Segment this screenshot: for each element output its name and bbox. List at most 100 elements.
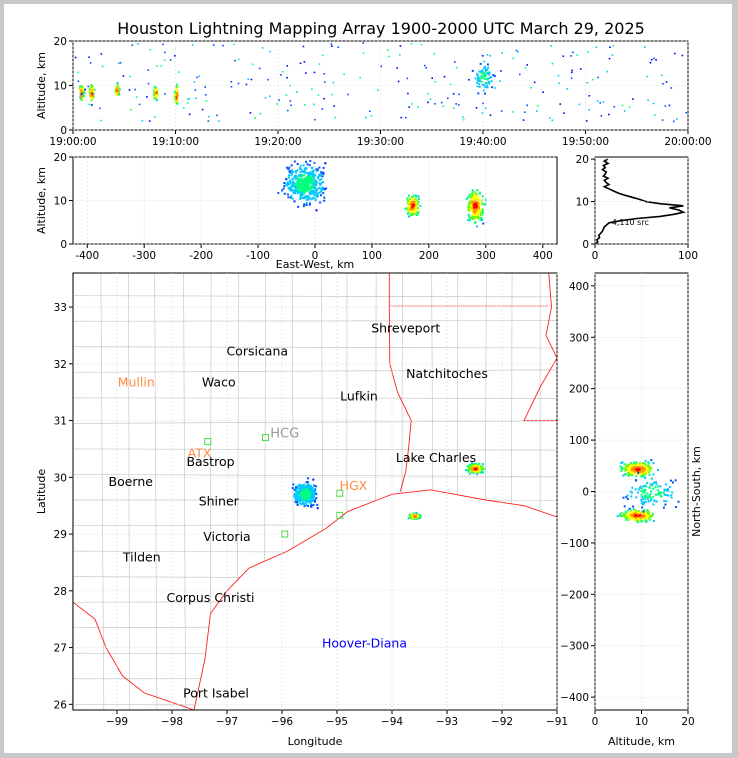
y-tick-label: 30: [54, 472, 67, 484]
lightning-source-point: [188, 113, 191, 116]
lightning-source-point: [479, 471, 482, 474]
lightning-source-point: [639, 462, 642, 465]
lightning-source-point: [427, 92, 429, 95]
lightning-source-point: [293, 492, 296, 495]
lightning-source-point: [479, 465, 482, 468]
lightning-source-point: [468, 201, 471, 204]
x-tick-label: 300: [476, 250, 496, 262]
lightning-source-point: [470, 469, 473, 472]
lightning-source-point: [303, 186, 306, 188]
lightning-source-point: [303, 498, 306, 501]
lightning-source-point: [628, 469, 631, 472]
lightning-source-point: [309, 190, 312, 193]
points-layer: [74, 42, 687, 524]
lightning-source-point: [90, 84, 93, 87]
lightning-source-point: [306, 488, 309, 491]
lightning-source-point: [323, 196, 326, 199]
lightning-source-point: [308, 494, 311, 497]
lightning-source-point: [634, 469, 637, 472]
lightning-source-point: [81, 91, 84, 94]
lightning-source-point: [647, 468, 650, 471]
x-tick-label: 19:30:00: [357, 136, 404, 148]
lightning-source-point: [388, 55, 390, 58]
lightning-source-point: [347, 93, 349, 96]
lightning-source-point: [646, 509, 649, 511]
lightning-source-point: [566, 88, 569, 90]
x-axis-label: Altitude, km: [608, 735, 675, 748]
lightning-source-point: [478, 462, 481, 465]
lightning-source-point: [408, 202, 411, 204]
lightning-source-point: [305, 167, 308, 170]
lightning-source-point: [308, 164, 311, 167]
lightning-source-point: [433, 53, 436, 55]
lightning-source-point: [488, 73, 491, 76]
lightning-source-point: [477, 471, 480, 474]
lightning-source-point: [484, 86, 487, 89]
lightning-source-point: [311, 88, 313, 90]
lightning-source-point: [637, 491, 639, 494]
lightning-source-point: [300, 503, 303, 506]
lightning-source-point: [480, 70, 482, 73]
lightning-source-point: [551, 119, 554, 122]
lightning-source-point: [653, 481, 656, 484]
lightning-source-point: [307, 477, 310, 480]
lightning-source-point: [90, 86, 93, 88]
lightning-source-point: [147, 69, 150, 71]
lightning-source-point: [471, 198, 474, 201]
lightning-source-point: [204, 86, 206, 88]
lightning-source-point: [515, 49, 518, 52]
lightning-source-point: [89, 90, 92, 93]
lightning-source-point: [468, 209, 471, 212]
lightning-source-point: [324, 162, 327, 165]
lightning-source-point: [408, 200, 411, 203]
lightning-source-point: [303, 492, 306, 495]
x-axis-label: Longitude: [288, 735, 343, 748]
lightning-source-point: [652, 473, 655, 476]
lightning-source-point: [642, 475, 645, 478]
y-tick-label: 400: [569, 281, 589, 293]
lightning-source-point: [306, 195, 309, 197]
lightning-source-point: [322, 192, 325, 195]
lightning-source-point: [281, 189, 284, 192]
axes-layer: 4,110 src 19:00:00 19:10:00 19:20:00 19:30:0…: [35, 36, 712, 748]
lightning-source-point: [626, 467, 629, 470]
lightning-source-point: [408, 514, 411, 517]
y-axis-label: Latitude: [35, 469, 48, 515]
lightning-source-point: [469, 203, 472, 206]
lightning-source-point: [308, 182, 311, 185]
lightning-source-point: [302, 190, 305, 193]
lightning-source-point: [330, 43, 333, 45]
lightning-source-point: [557, 74, 560, 77]
lightning-source-point: [128, 89, 131, 91]
lightning-source-point: [647, 461, 650, 464]
lightning-source-point: [302, 183, 305, 186]
lightning-source-point: [632, 98, 634, 100]
lightning-source-point: [468, 464, 471, 467]
lightning-source-point: [475, 205, 478, 208]
lightning-source-point: [169, 59, 172, 61]
lightning-source-point: [77, 71, 80, 74]
lightning-source-point: [296, 190, 299, 193]
lightning-source-point: [476, 225, 478, 228]
lightning-source-point: [563, 112, 565, 114]
lightning-source-point: [484, 65, 487, 68]
lightning-source-point: [310, 198, 313, 201]
lightning-source-point: [310, 182, 313, 185]
lightning-source-point: [485, 73, 487, 76]
lightning-source-point: [317, 177, 320, 180]
lightning-source-point: [476, 72, 479, 75]
lightning-source-point: [466, 465, 469, 468]
lightning-source-point: [650, 499, 652, 502]
lightning-source-point: [467, 219, 470, 222]
lightning-source-point: [302, 164, 305, 167]
lightning-source-point: [670, 479, 672, 482]
lightning-source-point: [621, 104, 624, 107]
lightning-source-point: [473, 191, 476, 194]
lightning-source-point: [477, 206, 480, 209]
lightning-source-point: [475, 473, 478, 476]
lightning-source-point: [641, 466, 644, 469]
lightning-source-point: [92, 93, 95, 95]
lightning-source-point: [309, 489, 312, 492]
lightning-source-point: [309, 494, 312, 497]
lightning-source-point: [313, 489, 316, 492]
